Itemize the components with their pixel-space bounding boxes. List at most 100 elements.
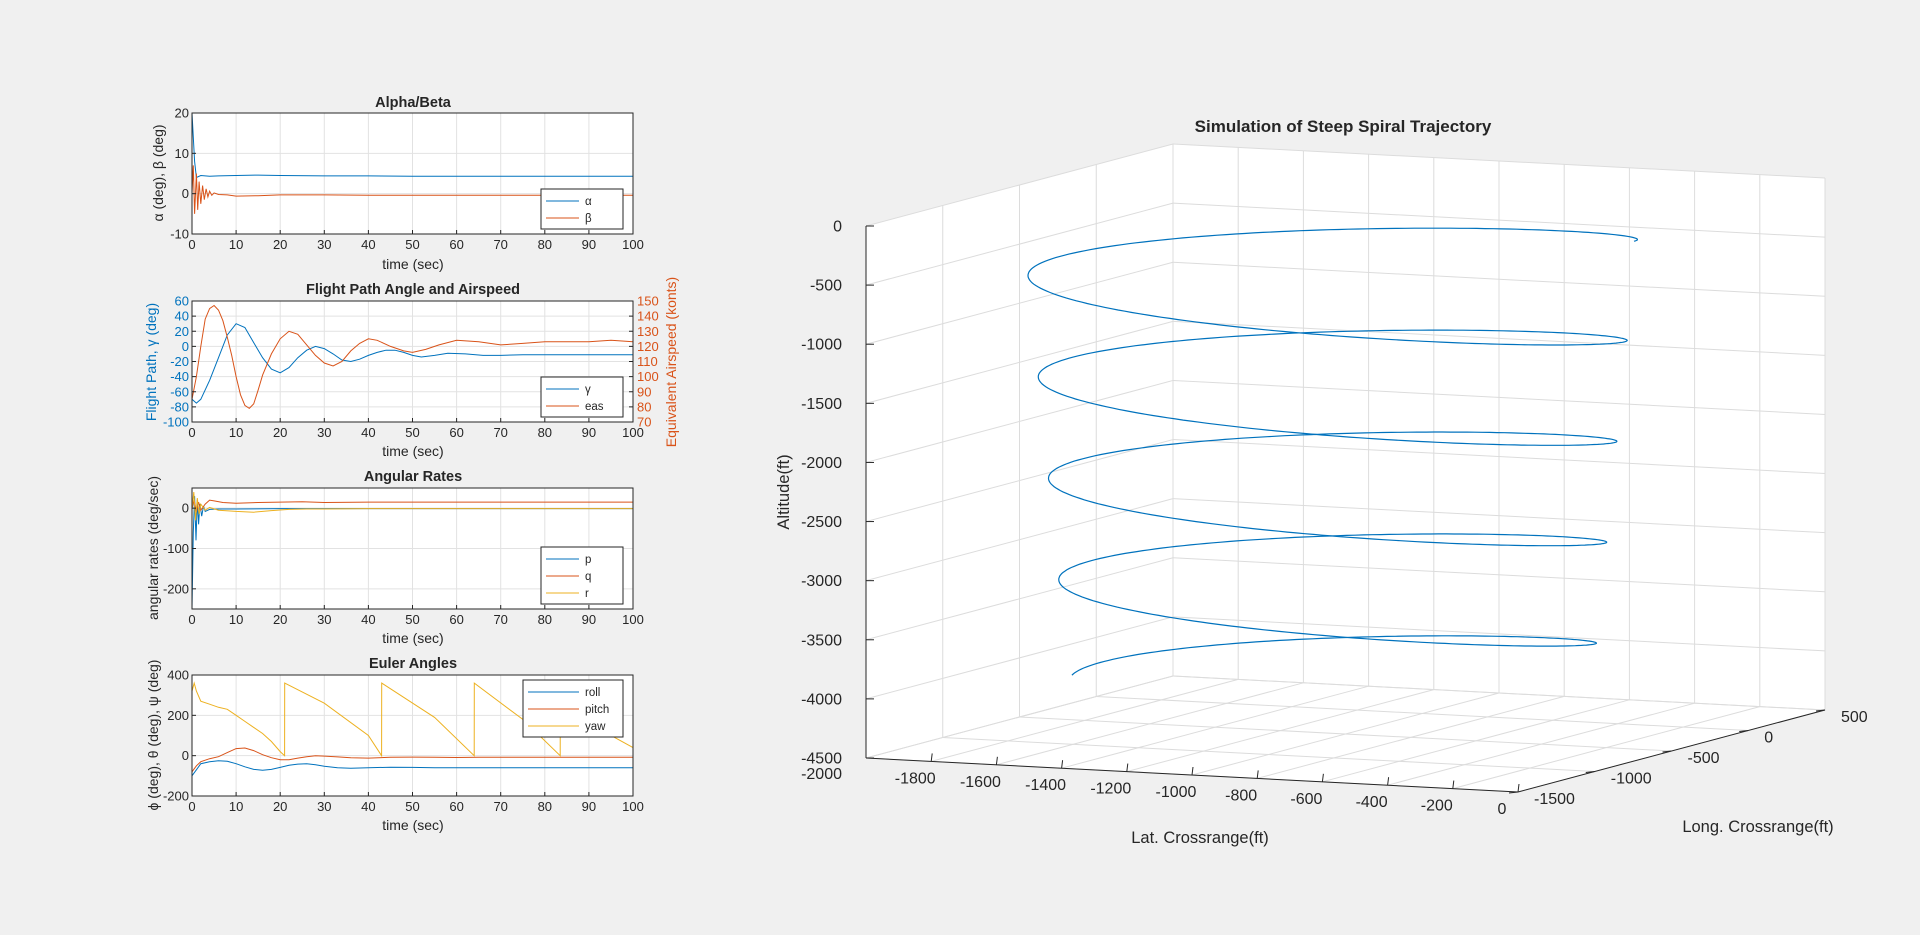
grid-line <box>996 682 1304 766</box>
y-right-tick-label: 110 <box>637 354 658 369</box>
grid-line <box>1061 685 1369 769</box>
x-tick-mark <box>1387 777 1390 786</box>
x-tick-label: -400 <box>1356 794 1388 811</box>
x-tick-label: 30 <box>317 799 331 814</box>
x-tick-label: 0 <box>188 237 195 252</box>
y-tick-label: -200 <box>163 581 189 596</box>
subplot-title: Angular Rates <box>364 469 462 485</box>
x-tick-label: 40 <box>361 425 375 440</box>
z-tick-label: -1000 <box>801 337 842 354</box>
x-tick-label: 50 <box>405 799 419 814</box>
legend-entry-q: q <box>585 571 591 583</box>
x-tick-label: 60 <box>449 612 463 627</box>
x-tick-mark <box>1452 780 1455 789</box>
plot3d-title: Simulation of Steep Spiral Trajectory <box>1195 117 1492 136</box>
z-tick-label: -1500 <box>801 396 842 413</box>
y-tick-label: 0 <box>182 501 189 516</box>
subplot-flight-path-airspeed: Flight Path Angle and Airspeed time (sec… <box>143 277 679 459</box>
y-tick-mark <box>1739 730 1749 732</box>
y-right-tick-label: 100 <box>637 369 659 384</box>
z-tick-label: -4500 <box>801 751 842 768</box>
legend-box <box>540 376 624 418</box>
y-tick-label: -10 <box>170 227 189 242</box>
legend-entry-γ: γ <box>585 384 591 396</box>
x-tick-label: -600 <box>1290 791 1322 808</box>
series-line-r <box>191 491 633 521</box>
x-tick-label: 90 <box>582 425 596 440</box>
series-line-β <box>191 165 633 214</box>
x-tick-label: 80 <box>538 237 552 252</box>
x-tick-label: 100 <box>622 799 644 814</box>
y-axis-label: Long. Crossrange(ft) <box>1682 818 1833 836</box>
z-tick-label: 0 <box>833 219 842 236</box>
grid-line <box>1126 689 1434 773</box>
x-tick-label: -800 <box>1225 787 1257 804</box>
x-tick-mark <box>1517 783 1520 793</box>
x-tick-mark <box>1321 773 1324 782</box>
y-tick-label: 500 <box>1841 709 1868 726</box>
x-axis-label: time (sec) <box>382 443 443 459</box>
y-tick-label: 0 <box>1764 730 1773 747</box>
series-line-pitch <box>191 747 633 773</box>
y-tick-label: -60 <box>170 384 189 399</box>
x-tick-label: -2000 <box>801 766 842 783</box>
grid-line <box>1191 692 1500 776</box>
y-tick-label: -20 <box>170 354 189 369</box>
y-tick-label: -1500 <box>1534 791 1575 808</box>
plot3d-spiral: Simulation of Steep Spiral Trajectory La… <box>775 117 1834 847</box>
subplot-title: Alpha/Beta <box>375 95 452 111</box>
z-tick-label: -2500 <box>801 514 842 531</box>
y-tick-label: -100 <box>163 541 189 556</box>
x-tick-label: 50 <box>405 612 419 627</box>
x-tick-label: 30 <box>317 237 331 252</box>
subplot-title: Flight Path Angle and Airspeed <box>306 282 520 298</box>
series-line-eas <box>191 304 634 410</box>
y-tick-label: -40 <box>170 369 189 384</box>
x-tick-label: 60 <box>449 237 463 252</box>
x-tick-mark <box>1256 770 1259 779</box>
grid-line <box>1387 702 1695 786</box>
grid-line <box>931 678 1239 762</box>
x-tick-label: 20 <box>273 425 287 440</box>
y-right-tick-label: 90 <box>637 384 651 399</box>
spiral-trajectory-line <box>1027 227 1639 676</box>
y-tick-mark <box>1508 791 1519 794</box>
x-axis-label: Lat. Crossrange(ft) <box>1131 829 1269 847</box>
y-tick-label: 10 <box>175 146 189 161</box>
y-right-tick-label: 70 <box>637 415 651 430</box>
y-right-tick-label: 130 <box>637 324 659 339</box>
y-tick-mark <box>1815 709 1826 712</box>
y-tick-label: 200 <box>167 708 189 723</box>
subplot-title: Euler Angles <box>369 656 457 672</box>
legend-box <box>540 188 624 230</box>
x-tick-label: 80 <box>538 799 552 814</box>
x-tick-label: 60 <box>449 425 463 440</box>
subplot-alpha-beta: Alpha/Beta time (sec) α (deg), β (deg) <box>150 95 452 272</box>
y-axis-label-left: Flight Path, γ (deg) <box>143 303 159 421</box>
y-tick-label: -200 <box>163 789 189 804</box>
x-tick-label: -1200 <box>1090 781 1131 798</box>
subplot-euler-angles: Euler Angles time (sec) ϕ (deg), θ (deg)… <box>145 656 457 833</box>
x-tick-label: 20 <box>273 237 287 252</box>
grid-line <box>1257 695 1565 779</box>
y-axis-label: angular rates (deg/sec) <box>145 476 161 620</box>
x-tick-label: 70 <box>493 799 507 814</box>
x-tick-label: -1600 <box>960 774 1001 791</box>
subplot-angular-rates: Angular Rates time (sec) angular rates (… <box>145 469 462 646</box>
x-tick-label: 10 <box>229 425 243 440</box>
x-tick-mark <box>930 753 933 762</box>
series-line-roll <box>191 760 633 777</box>
x-tick-label: 80 <box>538 425 552 440</box>
y-tick-label: 0 <box>182 748 189 763</box>
legend-entry-pitch: pitch <box>585 704 609 716</box>
y-axis-label: α (deg), β (deg) <box>150 124 166 221</box>
x-tick-label: 40 <box>361 612 375 627</box>
x-tick-label: 90 <box>582 799 596 814</box>
x-tick-label: 90 <box>582 237 596 252</box>
y-tick-label: -500 <box>1688 750 1720 767</box>
x-tick-label: 40 <box>361 799 375 814</box>
z-axis-label: Altitude(ft) <box>775 454 793 529</box>
x-tick-label: 10 <box>229 612 243 627</box>
